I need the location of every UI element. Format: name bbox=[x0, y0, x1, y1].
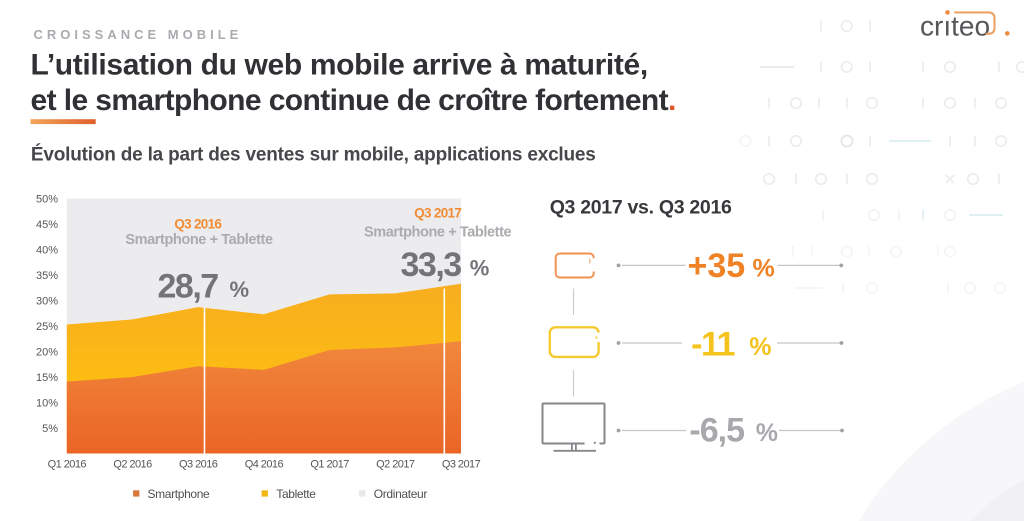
svg-text:Q3 2017 vs. Q3 2016: Q3 2017 vs. Q3 2016 bbox=[550, 197, 732, 219]
svg-text:Q3 2016: Q3 2016 bbox=[179, 459, 218, 471]
svg-text:20%: 20% bbox=[36, 346, 58, 358]
svg-text:45%: 45% bbox=[36, 219, 58, 231]
svg-text:Q1 2016: Q1 2016 bbox=[48, 459, 87, 471]
svg-text:5%: 5% bbox=[42, 423, 58, 435]
svg-text:Évolution de la part des vente: Évolution de la part des ventes sur mobi… bbox=[31, 143, 596, 165]
svg-text:%: % bbox=[470, 256, 490, 281]
svg-text:Smartphone: Smartphone bbox=[148, 487, 211, 501]
svg-text:25%: 25% bbox=[36, 321, 58, 333]
svg-text:%: % bbox=[230, 277, 250, 302]
svg-text:+35: +35 bbox=[688, 247, 746, 285]
svg-text:crıteo: crıteo bbox=[920, 10, 990, 41]
svg-text:Smartphone + Tablette: Smartphone + Tablette bbox=[125, 232, 273, 248]
svg-text:10%: 10% bbox=[36, 397, 58, 409]
svg-text:40%: 40% bbox=[36, 244, 58, 256]
svg-text:Smartphone + Tablette: Smartphone + Tablette bbox=[364, 225, 512, 241]
svg-text:-6,5: -6,5 bbox=[689, 412, 744, 450]
svg-text:Q2 2017: Q2 2017 bbox=[376, 459, 415, 471]
svg-text:et le smartphone continue de c: et le smartphone continue de croître for… bbox=[31, 84, 676, 117]
svg-text:Q4 2016: Q4 2016 bbox=[245, 459, 284, 471]
svg-text:L’utilisation du web mobile ar: L’utilisation du web mobile arrive à mat… bbox=[31, 48, 648, 81]
svg-text:Q3 2017: Q3 2017 bbox=[414, 205, 461, 220]
svg-text:CROISSANCE MOBILE: CROISSANCE MOBILE bbox=[34, 27, 243, 42]
svg-text:28,7: 28,7 bbox=[158, 267, 219, 305]
svg-text:-11: -11 bbox=[691, 325, 735, 363]
svg-text:35%: 35% bbox=[36, 270, 58, 282]
svg-text:50%: 50% bbox=[36, 193, 58, 205]
svg-text:15%: 15% bbox=[36, 372, 58, 384]
svg-text:Q3 2016: Q3 2016 bbox=[174, 216, 222, 231]
svg-text:Q2 2016: Q2 2016 bbox=[113, 459, 152, 471]
svg-text:Q3 2017: Q3 2017 bbox=[442, 459, 481, 471]
svg-text:Ordinateur: Ordinateur bbox=[374, 487, 428, 501]
svg-text:Tablette: Tablette bbox=[276, 487, 316, 501]
svg-text:Q1 2017: Q1 2017 bbox=[310, 459, 349, 471]
svg-text:%: % bbox=[749, 333, 771, 361]
svg-text:30%: 30% bbox=[36, 295, 58, 307]
svg-text:%: % bbox=[756, 419, 778, 447]
svg-text:33,3: 33,3 bbox=[401, 246, 462, 284]
svg-text:%: % bbox=[753, 255, 775, 283]
